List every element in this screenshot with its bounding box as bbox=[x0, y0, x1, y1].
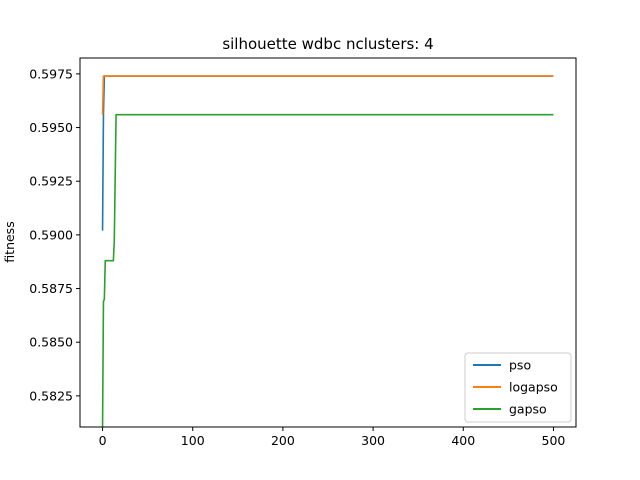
legend-label-pso: pso bbox=[509, 358, 531, 373]
y-tick-label: 0.5875 bbox=[29, 281, 73, 296]
x-tick-label: 100 bbox=[181, 433, 205, 448]
chart-title: silhouette wdbc nclusters: 4 bbox=[222, 35, 433, 53]
y-tick-label: 0.5900 bbox=[29, 227, 73, 242]
legend: pso logapso gapso bbox=[464, 352, 572, 423]
x-axis: 0 100 200 300 400 500 bbox=[99, 427, 566, 448]
y-tick-label: 0.5925 bbox=[29, 174, 73, 189]
x-tick-label: 200 bbox=[271, 433, 295, 448]
legend-label-logapso: logapso bbox=[509, 380, 558, 395]
y-tick-label: 0.5850 bbox=[29, 335, 73, 350]
legend-label-gapso: gapso bbox=[509, 402, 547, 417]
y-tick-label: 0.5975 bbox=[29, 66, 73, 81]
y-tick-label: 0.5825 bbox=[29, 388, 73, 403]
plot-frame bbox=[79, 57, 577, 428]
x-tick-label: 300 bbox=[361, 433, 385, 448]
x-tick-label: 500 bbox=[542, 433, 566, 448]
legend-box bbox=[464, 352, 572, 423]
series-line-gapso bbox=[101, 113, 554, 429]
y-axis-label: fitness bbox=[2, 221, 17, 262]
x-tick-label: 0 bbox=[99, 433, 107, 448]
series-line-logapso bbox=[101, 75, 554, 115]
y-tick-label: 0.5950 bbox=[29, 120, 73, 135]
series-layer bbox=[101, 75, 554, 429]
y-axis: 0.5825 0.5850 0.5875 0.5900 0.5925 0.5950 0.59… bbox=[29, 66, 80, 403]
x-tick-label: 400 bbox=[451, 433, 475, 448]
